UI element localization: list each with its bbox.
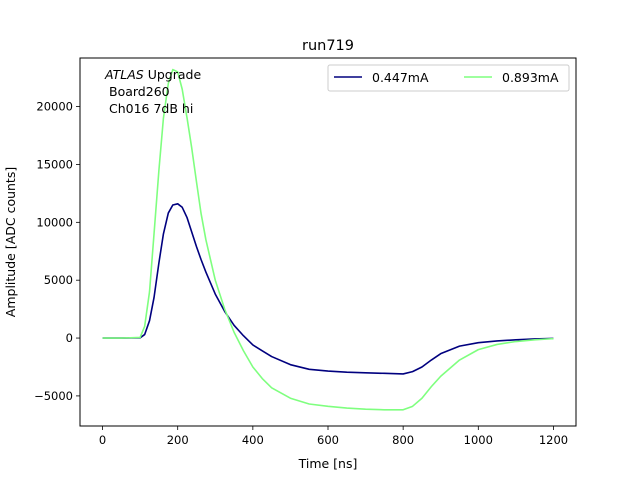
chart-title: run719	[302, 38, 354, 54]
channel-label: Ch016 7dB hi	[109, 101, 193, 116]
series-line-0447ma	[102, 203, 554, 375]
x-tick-label: 400	[242, 433, 264, 447]
series-line-0893ma	[102, 68, 554, 411]
x-tick-label: 0	[99, 433, 106, 447]
x-tick-label: 1200	[539, 433, 568, 447]
upgrade-label: Upgrade	[144, 67, 202, 82]
y-tick-label: 10000	[36, 215, 73, 229]
annotation-block: ATLAS Upgrade Board260 Ch016 7dB hi	[104, 67, 201, 116]
x-tick-label: 600	[317, 433, 339, 447]
legend: 0.447mA 0.893mA	[327, 64, 570, 92]
y-tick-label: 15000	[36, 157, 73, 171]
x-tick-label: 800	[392, 433, 414, 447]
x-tick-label: 1000	[464, 433, 493, 447]
atlas-label: ATLAS	[104, 67, 144, 82]
y-tick-label: −5000	[34, 389, 73, 403]
x-axis-label: Time [ns]	[298, 456, 358, 471]
legend-label-0447ma: 0.447mA	[372, 70, 429, 85]
y-tick-label: 5000	[44, 273, 73, 287]
y-axis-label: Amplitude [ADC counts]	[3, 167, 18, 317]
y-tick-label: 20000	[36, 100, 73, 114]
x-tick-label: 200	[167, 433, 189, 447]
board-label: Board260	[109, 84, 170, 99]
legend-box	[327, 64, 570, 92]
y-tick-label: 0	[66, 331, 73, 345]
atlas-upgrade-label: ATLAS Upgrade	[104, 67, 201, 82]
legend-label-0893ma: 0.893mA	[502, 70, 559, 85]
